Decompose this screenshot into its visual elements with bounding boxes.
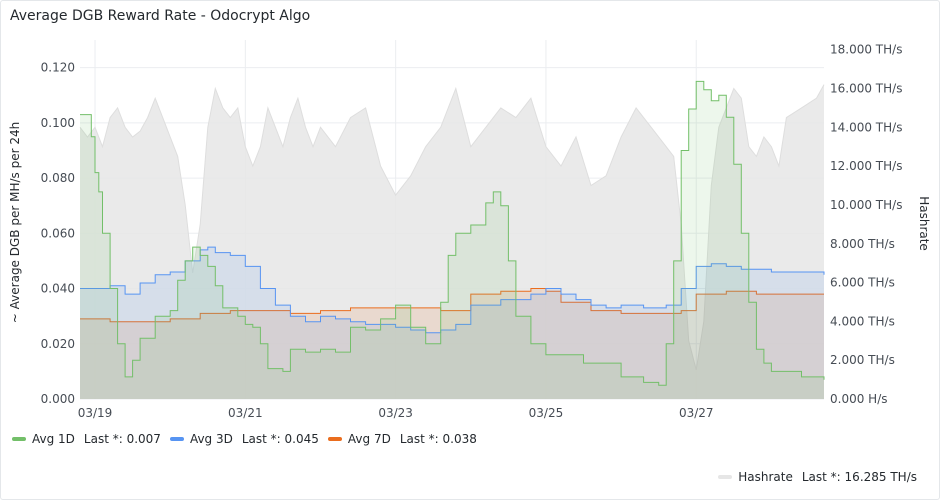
series-area-avg-1d — [80, 81, 824, 400]
legend-label-avg-1d: Avg 1D — [32, 432, 75, 446]
x-tick-label-1: 03/21 — [228, 406, 263, 420]
legend-label-avg-7d: Avg 7D — [347, 432, 391, 446]
series-area-hashrate — [80, 84, 824, 399]
legend-swatch-avg-1d — [12, 437, 26, 441]
y2-tick-label-2: 4.000 TH/s — [830, 314, 895, 328]
y-tick-label-1: 0.020 — [41, 337, 75, 351]
panel-title[interactable]: Average DGB Reward Rate - Odocrypt Algo — [10, 8, 311, 24]
series-line-avg-7d[interactable] — [80, 288, 824, 323]
x-tick-label-0: 03/19 — [78, 406, 113, 420]
legend-item-avg-1d[interactable]: Avg 1D Last *: 0.007 — [12, 432, 161, 446]
y2-tick-label-7: 14.000 TH/s — [830, 120, 902, 134]
series-area-avg-3d — [80, 247, 824, 399]
legend-swatch-avg-7d — [327, 437, 342, 441]
y2-tick-label-0: 0.000 H/s — [830, 392, 888, 406]
legend-label-hashrate: Hashrate — [738, 470, 793, 484]
legend-last-avg-7d: Last *: 0.038 — [399, 432, 477, 446]
y2-tick-label-8: 16.000 TH/s — [830, 82, 902, 96]
legend-item-avg-3d[interactable]: Avg 3D Last *: 0.045 — [169, 432, 319, 446]
y2-tick-label-5: 10.000 TH/s — [830, 198, 902, 212]
legend-label-avg-3d: Avg 3D — [189, 432, 233, 446]
y-tick-label-6: 0.120 — [41, 61, 75, 75]
y-axis-label: ~ Average DGB per MH/s per 24h — [8, 122, 22, 323]
legend-last-avg-3d: Last *: 0.045 — [241, 432, 319, 446]
y-tick-label-3: 0.060 — [41, 226, 75, 240]
y2-tick-label-4: 8.000 TH/s — [830, 237, 895, 251]
legend-secondary: Hashrate Last *: 16.285 TH/s — [718, 469, 917, 485]
series-line-hashrate[interactable] — [79, 84, 825, 371]
y-tick-label-4: 0.080 — [41, 171, 75, 185]
legend-last-avg-1d: Last *: 0.007 — [83, 432, 161, 446]
legend-swatch-avg-3d — [169, 437, 184, 441]
y-tick-label-2: 0.040 — [41, 282, 75, 296]
legend-primary: Avg 1D Last *: 0.007 Avg 3D Last *: 0.04… — [12, 431, 486, 447]
y2-tick-label-6: 12.000 TH/s — [830, 159, 902, 173]
y2-tick-label-3: 6.000 TH/s — [830, 276, 895, 290]
y2-axis-label: Hashrate — [917, 196, 931, 251]
legend-item-avg-7d[interactable]: Avg 7D Last *: 0.038 — [327, 432, 477, 446]
y2-tick-label-9: 18.000 TH/s — [830, 43, 902, 57]
x-tick-label-3: 03/25 — [529, 406, 564, 420]
x-tick-label-4: 03/27 — [679, 406, 714, 420]
y-tick-label-0: 0.000 — [41, 392, 75, 406]
legend-swatch-hashrate — [718, 475, 733, 479]
series-area-avg-7d — [80, 288, 824, 399]
legend-item-hashrate[interactable]: Hashrate Last *: 16.285 TH/s — [718, 470, 917, 484]
legend-last-hashrate: Last *: 16.285 TH/s — [801, 470, 917, 484]
y-tick-label-5: 0.100 — [41, 116, 75, 130]
y2-tick-label-1: 2.000 TH/s — [830, 353, 895, 367]
x-tick-label-2: 03/23 — [378, 406, 413, 420]
series-line-avg-1d[interactable] — [80, 80, 825, 386]
